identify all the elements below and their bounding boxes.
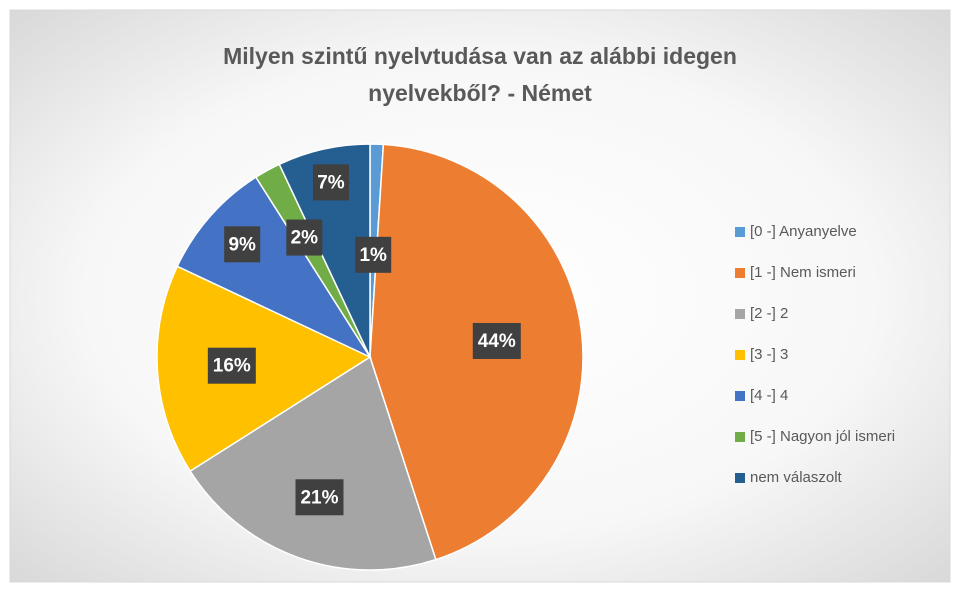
legend-swatch [735, 268, 745, 278]
legend-swatch [735, 309, 745, 319]
pie-slice [189, 355, 437, 571]
legend-swatch [735, 391, 745, 401]
legend-swatch [735, 432, 745, 442]
legend-swatch [735, 473, 745, 483]
data-label-box [207, 347, 256, 384]
legend-label: [4 -] 4 [750, 387, 788, 404]
legend-label: [3 -] 3 [750, 346, 788, 363]
pie-slice [176, 176, 373, 359]
data-label: 16% [213, 356, 251, 377]
legend-label: [0 -] Anyanyelve [750, 223, 857, 240]
chart-title: nyelvekből? - Német [368, 80, 592, 106]
data-label: 2% [291, 228, 319, 249]
data-label: 9% [228, 234, 256, 255]
legend-swatch [735, 350, 745, 360]
chart-title: Milyen szintű nyelvtudása van az alábbi … [223, 43, 737, 69]
data-label: 21% [300, 487, 338, 508]
legend-label: [1 -] Nem ismeri [750, 264, 856, 281]
legend-label: [5 -] Nagyon jól ismeri [750, 428, 895, 445]
data-label-box [472, 322, 521, 359]
data-label-box [286, 219, 323, 256]
pie-slice [156, 265, 372, 473]
legend-swatch [735, 227, 745, 237]
data-label-box [295, 479, 344, 516]
data-label-box [312, 164, 349, 201]
legend-label: nem válaszolt [750, 469, 843, 486]
data-label: 7% [317, 172, 345, 193]
legend-label: [2 -] 2 [750, 305, 788, 322]
data-label: 44% [478, 331, 516, 352]
data-label: 1% [359, 245, 387, 266]
data-label-box [224, 226, 261, 263]
data-label-box [355, 236, 392, 273]
